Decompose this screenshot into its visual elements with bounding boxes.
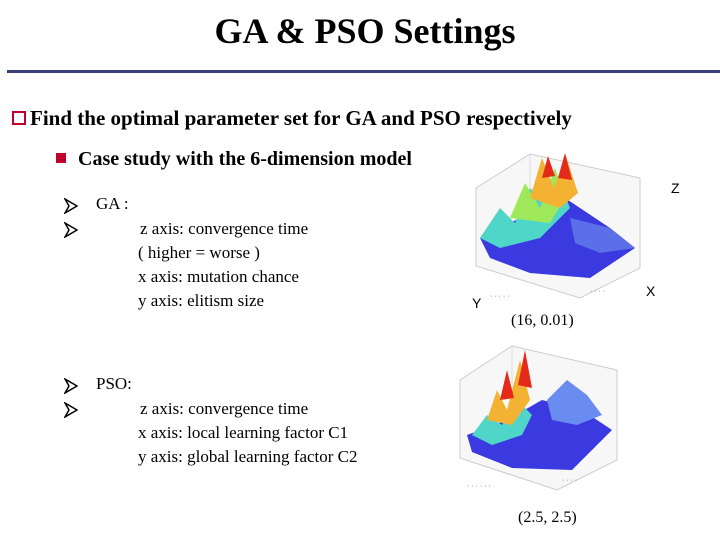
- ga-y-label: Y: [472, 295, 482, 311]
- bullet1-text: Find the optimal parameter set for GA an…: [30, 106, 572, 130]
- ga-z-label: Z: [671, 180, 680, 196]
- svg-text:· · · · · ·: · · · · · ·: [467, 483, 491, 490]
- arrow-bullet-icon: [64, 402, 78, 418]
- ga-surface-plot: · · · · · · · · ·: [475, 153, 641, 300]
- slide-title: GA & PSO Settings: [214, 11, 516, 51]
- ga-y-axis: y axis: elitism size: [138, 291, 265, 310]
- ga-note: ( higher = worse ): [138, 243, 260, 262]
- pso-optimum: (2.5, 2.5): [518, 509, 577, 526]
- svg-text:· · · · ·: · · · · ·: [490, 293, 509, 300]
- ga-optimum: (16, 0.01): [511, 312, 574, 329]
- square-bullet-icon: [56, 153, 66, 163]
- pso-x-axis: x axis: local learning factor C1: [138, 423, 349, 442]
- pso-z-axis: z axis: convergence time: [140, 399, 309, 418]
- arrow-bullet-icon: [64, 378, 78, 394]
- title-divider: [7, 70, 720, 73]
- pso-y-axis: y axis: global learning factor C2: [138, 447, 358, 466]
- pso-surface-plot: · · · · · · · · · ·: [459, 345, 618, 491]
- pso-label: PSO:: [96, 374, 132, 393]
- svg-text:· · · ·: · · · ·: [562, 477, 577, 484]
- bullet-level1: Find the optimal parameter set for GA an…: [12, 106, 572, 131]
- bullet2-text: Case study with the 6-dimension model: [78, 148, 412, 170]
- arrow-bullet-icon: [64, 222, 78, 238]
- arrow-bullet-icon: [64, 198, 78, 214]
- svg-text:· · · ·: · · · ·: [590, 288, 605, 295]
- bullet-level2: Case study with the 6-dimension model: [56, 148, 412, 171]
- ga-x-label: X: [646, 283, 656, 299]
- ga-label: GA :: [96, 194, 129, 213]
- ga-z-axis: z axis: convergence time: [140, 219, 309, 238]
- ga-x-axis: x axis: mutation chance: [138, 267, 299, 286]
- hollow-square-bullet-icon: [12, 111, 26, 125]
